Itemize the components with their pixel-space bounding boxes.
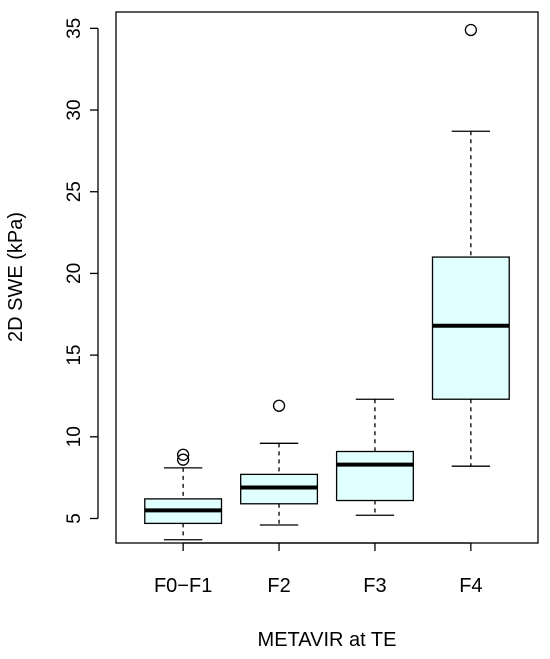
y-tick-label: 15: [64, 345, 85, 366]
y-tick-label: 25: [64, 181, 85, 202]
outlier-point: [176, 453, 190, 466]
x-tick-label: F0−F1: [154, 575, 212, 597]
y-axis: 5 10 15 20 25 30 35: [64, 18, 99, 524]
y-tick-label: 30: [64, 99, 85, 120]
x-tick-label: F2: [267, 575, 290, 597]
box-series: [144, 23, 510, 541]
x-axis: F0−F1 F2 F3 F4: [154, 542, 483, 597]
outlier-point: [272, 399, 286, 412]
y-tick-label: 35: [64, 18, 85, 39]
y-axis-label: 2D SWE (kPa): [5, 212, 27, 342]
outlier-point: [464, 23, 478, 37]
x-axis-label: METAVIR at TE: [258, 629, 397, 651]
x-tick-label: F4: [459, 575, 482, 597]
y-tick-label: 10: [64, 426, 85, 447]
y-tick-label: 5: [64, 513, 85, 524]
y-tick-label: 20: [64, 263, 85, 284]
x-tick-label: F3: [363, 575, 386, 597]
iqr-box: [335, 450, 414, 502]
outlier-point: [176, 448, 190, 461]
iqr-box: [431, 256, 510, 400]
